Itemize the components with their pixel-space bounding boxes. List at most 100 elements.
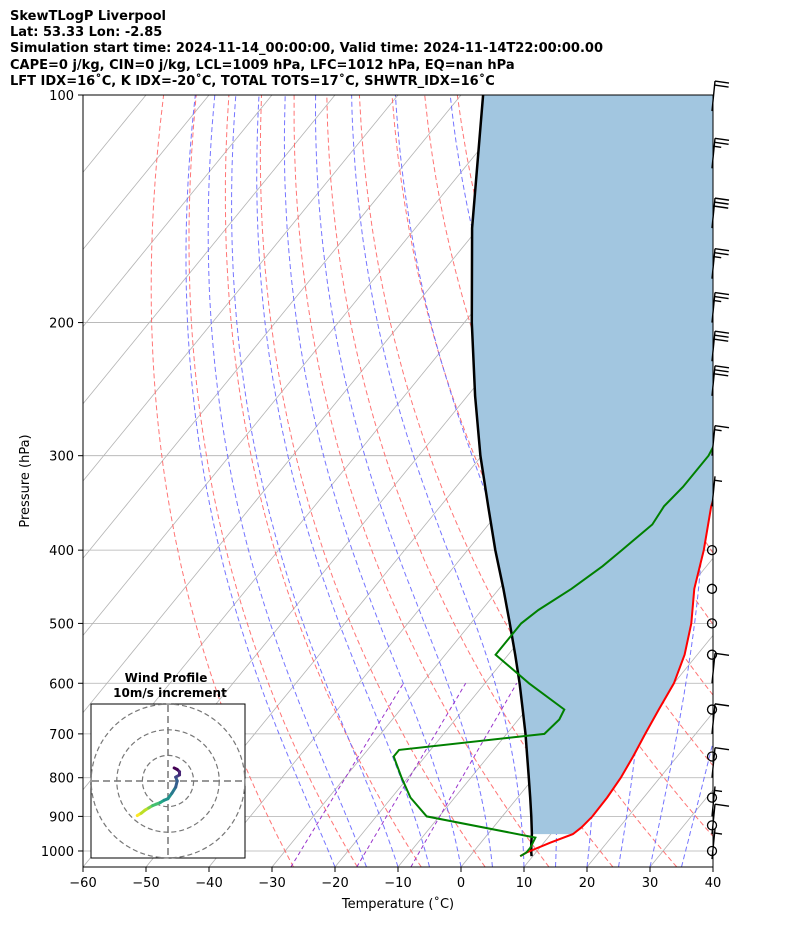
y-tick-label: 600 [49,677,74,692]
y-tick-label: 100 [49,89,74,104]
isotherm-line [83,95,84,96]
wind-barb-flag [714,425,730,429]
mixing-ratio-line [290,683,404,867]
wind-barb [711,248,730,279]
wind-barb-shaft [711,804,716,835]
wind-barb-flag [714,338,729,342]
wind-barb-flag [714,803,730,807]
isotherm-line [83,95,210,251]
dry-adiabat [784,95,794,867]
wind-barb-flag [714,373,729,377]
y-tick-label: 300 [49,450,74,465]
wind-barb-flag [714,652,730,656]
wind-barb [711,80,730,112]
mixing-ratio-line [356,683,467,867]
x-tick-label: 0 [457,876,465,891]
wind-barb-flag [714,141,729,145]
wind-barb-flag [714,334,729,338]
dry-adiabat [259,95,486,867]
wind-barb-flag [714,252,729,256]
wind-barb [711,476,723,507]
wind-barb-flag [714,369,729,373]
wind-barb-shaft [711,198,716,229]
wind-barb-shaft [711,425,716,456]
x-tick-label: −40 [195,876,222,891]
wind-barb [711,703,730,734]
x-tick-label: 40 [705,876,722,891]
calm-wind-circle [706,845,718,857]
wind-barb-shaft [711,80,716,112]
calm-wind-circle [706,618,718,629]
wind-barb-flag [714,137,730,141]
wind-barb-flag [714,291,730,296]
chart-header: SkewTLogP Liverpool Lat: 53.33 Lon: -2.8… [10,9,603,90]
wind-barb-half-flag [714,789,723,793]
wind-barb-shaft [711,703,716,734]
isotherm-line [83,95,525,637]
moist-adiabat [351,95,525,867]
dewpoint-profile-line [392,445,713,858]
parcel-profile-line [470,95,534,857]
wind-barb-flag [714,84,729,88]
wind-barb-flag [714,248,730,252]
x-tick-label: −20 [321,876,348,891]
wind-barb [711,829,723,860]
wind-barb-flag [714,295,729,300]
wind-barb-flag [714,747,730,751]
isotherm-line [83,95,273,328]
hodograph-title: Wind Profile [125,671,208,685]
x-tick-label: 30 [642,876,659,891]
wind-barb-half-flag [714,145,722,148]
isotherm-line [83,95,399,482]
skewt-profiles [392,95,713,858]
wind-barb-shaft [711,138,716,169]
dry-adiabat [293,95,550,867]
wind-barbs [706,80,730,860]
wind-barb-shaft [711,331,716,362]
moist-adiabat [256,95,430,867]
y-tick-label: 500 [49,617,74,632]
x-tick-label: 20 [579,876,596,891]
wind-barb-half-flag [714,429,722,432]
wind-barb [711,197,730,229]
wind-barb-flag [714,80,730,84]
wind-barb [711,365,730,396]
hodograph-trace-segment [172,766,179,771]
x-tick-label: 10 [516,876,533,891]
wind-barb-shaft [711,248,716,279]
hodograph: Wind Profile 10m/s increment [90,671,246,859]
wind-barb [711,803,730,835]
axis-ticks: −60 −50 −40 −30 −20 −10 0 10 20 30 40 100 200 300 400 5… [41,89,721,891]
indices-line: LFT IDX=16˚C, K IDX=-20˚C, TOTAL TOTS=17… [10,73,495,89]
hodograph-subtitle: 10m/s increment [113,686,227,700]
cin-cape-shading [471,95,713,835]
wind-barb [711,330,730,362]
isotherm-line [586,711,713,867]
wind-barb-half-flag [714,479,723,482]
wind-barb-shaft [711,292,716,323]
dry-adiabat [188,95,358,867]
dry-adiabat [150,95,294,867]
wind-barb-flag [714,205,729,209]
wind-barb-flag [714,365,730,369]
y-tick-label: 200 [49,317,74,332]
calm-wind-circle [706,583,718,594]
dry-adiabat [718,95,794,867]
calm-wind-circle [706,751,718,762]
isotherm-line [712,866,713,867]
wind-barb-flag [714,197,730,201]
chart-title: SkewTLogP Liverpool [10,9,166,24]
moist-adiabat [231,95,399,867]
wind-barb-shaft [711,476,716,507]
mixing-ratio-line [410,683,518,867]
x-tick-label: −30 [258,876,285,891]
wind-barb-shaft [711,365,716,396]
y-tick-label: 1000 [41,845,74,860]
wind-barb-half-flag [714,256,722,259]
y-tick-label: 800 [49,772,74,787]
x-tick-label: −50 [132,876,159,891]
isotherm-line [776,95,794,867]
moist-adiabat [185,95,336,867]
wind-barb-half-flag [714,832,723,835]
time-line: Simulation start time: 2024-11-14_00:00:… [10,41,603,57]
